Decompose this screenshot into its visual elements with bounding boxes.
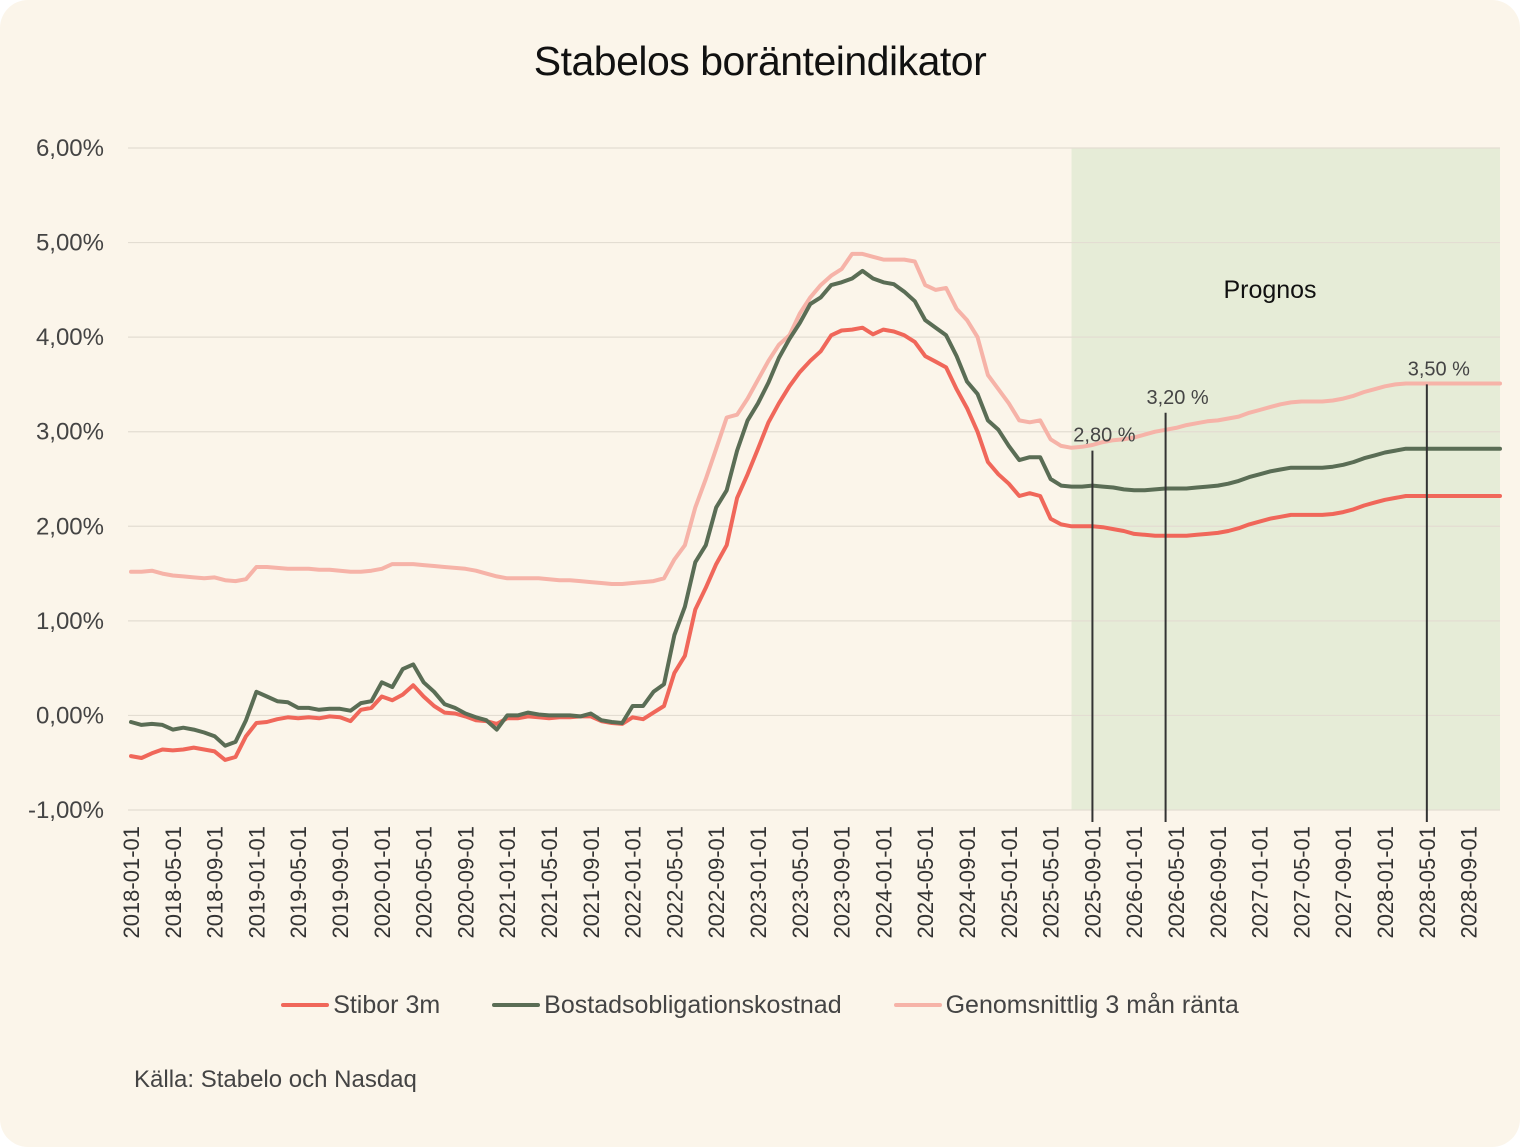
x-tick-label: 2023-01-01 (746, 826, 771, 939)
x-tick-label: 2022-05-01 (662, 826, 687, 939)
y-tick-label: 4,00% (36, 324, 104, 351)
series-line-genomsnitt (129, 251, 1502, 586)
y-axis: -1,00% 0,00% 1,00% 2,00% 3,00% 4,00% 5,00% 6,00… (28, 135, 104, 824)
x-tick-label: 2028-09-01 (1457, 826, 1482, 939)
legend-swatch-genomsnitt (893, 1003, 942, 1007)
legend-swatch-stibor (281, 1003, 330, 1007)
x-tick-label: 2027-05-01 (1289, 826, 1314, 939)
x-tick-label: 2020-01-01 (370, 826, 395, 939)
series-lines (129, 251, 1502, 762)
y-tick-label: 1,00% (36, 608, 104, 635)
x-tick-label: 2020-09-01 (453, 826, 478, 939)
legend-item-stibor[interactable]: Stibor 3m (281, 991, 440, 1020)
x-tick-label: 2019-05-01 (286, 826, 311, 939)
forecast-band (1071, 148, 1500, 810)
x-tick-label: 2027-01-01 (1248, 826, 1273, 939)
forecast-marker-label: 3,50 % (1408, 358, 1470, 380)
x-tick-label: 2024-01-01 (871, 826, 896, 939)
forecast-label: Prognos (1223, 276, 1316, 304)
series-line-bostad (129, 268, 1502, 748)
y-tick-label: 6,00% (36, 135, 104, 162)
y-tick-label: 5,00% (36, 230, 104, 257)
forecast-marker-label: 2,80 % (1073, 425, 1135, 447)
forecast-markers: 2,80 % 3,20 % 3,50 % (1073, 358, 1470, 822)
x-tick-label: 2025-05-01 (1039, 826, 1064, 939)
x-tick-label: 2019-09-01 (328, 826, 353, 939)
legend-item-genomsnitt[interactable]: Genomsnittlig 3 mån ränta (893, 990, 1239, 1020)
series-line-stibor (129, 325, 1502, 762)
x-tick-label: 2025-01-01 (997, 826, 1022, 939)
x-tick-label: 2018-09-01 (203, 826, 228, 939)
x-tick-label: 2026-05-01 (1164, 826, 1189, 939)
forecast-region: Prognos (1071, 148, 1500, 810)
x-tick-label: 2021-09-01 (579, 826, 604, 939)
legend-swatch-bostad (492, 1003, 541, 1007)
legend-label-stibor: Stibor 3m (333, 990, 441, 1019)
x-tick-label: 2018-01-01 (119, 826, 144, 939)
chart-title: Stabelos boränteindikator (533, 38, 987, 84)
x-tick-label: 2026-09-01 (1206, 826, 1231, 939)
x-tick-label: 2019-01-01 (244, 826, 269, 939)
y-tick-label: 0,00% (36, 702, 104, 729)
y-tick-label: -1,00% (28, 797, 104, 824)
source-note: Källa: Stabelo och Nasdaq (134, 1066, 417, 1093)
x-tick-label: 2025-09-01 (1080, 826, 1105, 939)
x-tick-label: 2028-05-01 (1415, 826, 1440, 939)
legend-label-genomsnitt: Genomsnittlig 3 mån ränta (945, 990, 1239, 1019)
x-tick-label: 2026-01-01 (1122, 826, 1147, 939)
forecast-marker-label: 3,20 % (1146, 387, 1208, 409)
y-tick-label: 2,00% (36, 513, 104, 540)
x-tick-label: 2027-09-01 (1331, 826, 1356, 939)
x-tick-label: 2022-09-01 (704, 826, 729, 939)
y-tick-label: 3,00% (36, 419, 104, 446)
line-chart: Prognos -1,00% 0,00% 1,00% 2,00% 3,00% 4,00% 5… (28, 135, 1502, 939)
x-tick-label: 2024-05-01 (913, 826, 938, 939)
x-tick-label: 2024-09-01 (955, 826, 980, 939)
x-tick-label: 2022-01-01 (621, 826, 646, 939)
x-tick-label: 2023-05-01 (788, 826, 813, 939)
x-tick-label: 2028-01-01 (1373, 826, 1398, 939)
legend-item-bostad[interactable]: Bostadsobligationskostnad (492, 990, 842, 1020)
x-tick-label: 2021-05-01 (537, 826, 562, 939)
x-tick-label: 2020-05-01 (412, 826, 437, 939)
x-axis: 2018-01-01 2018-05-01 2018-09-01 2019-01-01… (119, 826, 1482, 939)
x-tick-label: 2021-01-01 (495, 826, 520, 939)
x-tick-label: 2023-09-01 (830, 826, 855, 939)
legend-label-bostad: Bostadsobligationskostnad (544, 990, 842, 1019)
legend: Stibor 3m Bostadsobligationskostnad Geno… (0, 987, 1520, 1023)
x-tick-label: 2018-05-01 (161, 826, 186, 939)
